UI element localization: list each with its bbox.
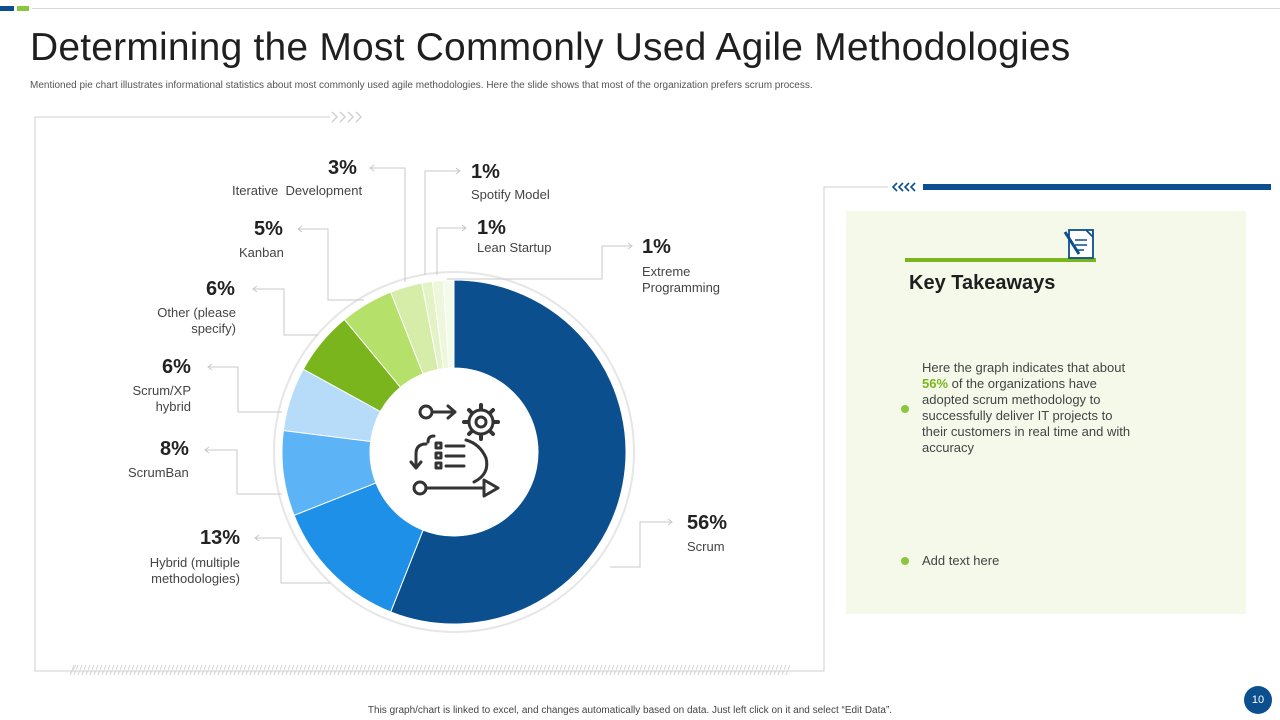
kt-highlight: 56% [922, 376, 949, 391]
name-other-2: specify) [191, 321, 236, 336]
accent-bar [923, 184, 1271, 190]
label-iterative: 3% Iterative Development [232, 157, 362, 199]
label-kanban: 5% Kanban [239, 218, 284, 261]
pct-spotify: 1% [471, 161, 500, 183]
label-scrum: 56% Scrum [687, 512, 727, 555]
name-kanban: Kanban [239, 245, 284, 260]
pct-iterative: 3% [328, 157, 357, 179]
key-takeaways-rule [905, 258, 1096, 262]
pct-lean: 1% [477, 217, 506, 239]
name-scrumban: ScrumBan [128, 465, 189, 480]
label-spotify: 1% Spotify Model [471, 161, 550, 203]
pct-other: 6% [206, 278, 235, 300]
label-xp: 1% Extreme Programming [642, 236, 720, 296]
name-xp-2: Programming [642, 280, 721, 295]
name-hybrid-1: Hybrid (multiple [149, 555, 240, 570]
name-iterative: Iterative Development [232, 183, 363, 198]
name-scrumxp-1: Scrum/XP [132, 383, 191, 398]
chevron-left-icon [891, 182, 916, 192]
name-scrum: Scrum [687, 539, 725, 554]
pct-scrum: 56% [687, 512, 728, 534]
label-lean: 1% Lean Startup [477, 217, 551, 256]
donut-hole [370, 368, 538, 536]
key-takeaways-panel [846, 211, 1246, 614]
pct-hybrid: 13% [200, 527, 241, 549]
kt-text-after: of the organizations have adopted scrum … [922, 376, 1131, 455]
page-subtitle: Mentioned pie chart illustrates informat… [30, 80, 813, 91]
chevron-right-icon [331, 111, 362, 123]
kt-text-before: Here the graph indicates that about [922, 360, 1126, 375]
footer-note: This graph/chart is linked to excel, and… [367, 705, 893, 716]
document-pen-icon [1063, 229, 1094, 259]
top-rule [32, 8, 1280, 9]
bullet-dot [901, 405, 909, 413]
page-number: 10 [1244, 686, 1272, 714]
label-hybrid: 13% Hybrid (multiple methodologies) [130, 527, 240, 587]
key-takeaways-item-2: Add text here [922, 553, 1000, 568]
top-accent-blue [0, 6, 14, 11]
name-hybrid-2: methodologies) [151, 571, 240, 586]
name-xp-1: Extreme [642, 264, 691, 279]
label-scrumban: 8% ScrumBan [128, 438, 189, 481]
name-scrumxp-2: hybrid [155, 399, 191, 414]
pct-scrumban: 8% [160, 438, 189, 460]
top-accent-green [17, 6, 29, 11]
label-other: 6% Other (please specify) [150, 278, 236, 337]
pct-kanban: 5% [254, 218, 283, 240]
pct-xp: 1% [642, 236, 671, 258]
bullet-dot [901, 557, 909, 565]
name-other-1: Other (please [157, 305, 236, 320]
page-title: Determining the Most Commonly Used Agile… [30, 26, 1071, 69]
agile-process-icon [409, 403, 500, 498]
name-spotify: Spotify Model [471, 187, 550, 202]
key-takeaways-title: Key Takeaways [909, 272, 1056, 294]
pct-scrumxp: 6% [162, 356, 191, 378]
name-lean: Lean Startup [477, 240, 552, 255]
key-takeaways-text: Here the graph indicates that about 56% … [922, 360, 1132, 456]
label-scrumxp: 6% Scrum/XP hybrid [120, 356, 191, 415]
